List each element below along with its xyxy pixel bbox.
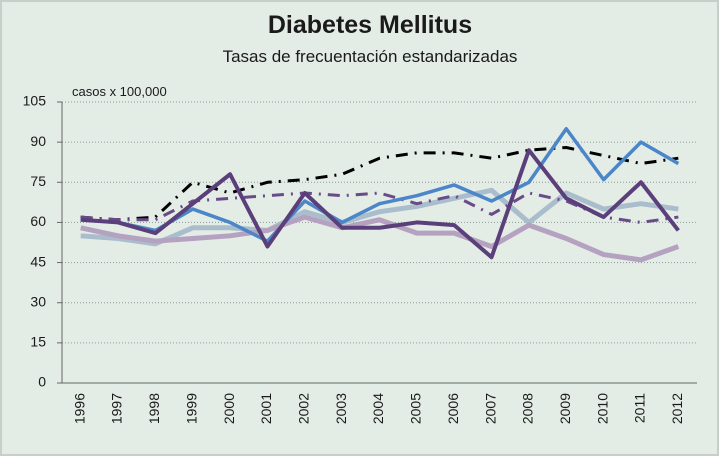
chart-subtitle: Tasas de frecuentación estandarizadas bbox=[223, 47, 518, 66]
y-tick-label: 60 bbox=[30, 213, 46, 229]
y-tick-label: 15 bbox=[30, 334, 46, 350]
series-line bbox=[80, 145, 679, 222]
x-tick-label: 2009 bbox=[557, 393, 573, 424]
y-tick-label: 45 bbox=[30, 253, 46, 269]
x-tick-label: 2003 bbox=[333, 393, 349, 424]
series-line bbox=[80, 148, 680, 260]
x-tick-label: 2000 bbox=[221, 393, 237, 424]
x-tick-label: 2007 bbox=[482, 393, 498, 424]
x-tick-label: 2002 bbox=[295, 393, 311, 424]
x-tick-label: 2012 bbox=[669, 393, 685, 424]
x-tick-label: 2001 bbox=[258, 393, 274, 424]
y-axis-label: casos x 100,000 bbox=[72, 84, 167, 99]
x-tick-label: 2008 bbox=[520, 393, 536, 424]
x-tick-label: 2006 bbox=[445, 393, 461, 424]
x-tick-label: 1999 bbox=[183, 393, 199, 424]
y-tick-label: 30 bbox=[30, 293, 46, 309]
x-tick-label: 1997 bbox=[109, 393, 125, 424]
x-tick-label: 2011 bbox=[632, 393, 648, 423]
series-line bbox=[80, 127, 680, 243]
x-tick-label: 1996 bbox=[71, 393, 87, 424]
y-tick-label: 75 bbox=[30, 173, 46, 189]
x-tick-label: 2004 bbox=[370, 393, 386, 424]
series-line bbox=[80, 187, 679, 247]
x-tick-label: 2005 bbox=[408, 393, 424, 424]
y-tick-label: 105 bbox=[23, 93, 47, 109]
chart-title: Diabetes Mellitus bbox=[268, 11, 472, 39]
x-tick-label: 2010 bbox=[594, 393, 610, 424]
y-tick-label: 0 bbox=[38, 374, 46, 390]
x-tick-label: 1998 bbox=[146, 393, 162, 424]
y-tick-label: 90 bbox=[30, 133, 46, 149]
series-line bbox=[80, 214, 680, 263]
